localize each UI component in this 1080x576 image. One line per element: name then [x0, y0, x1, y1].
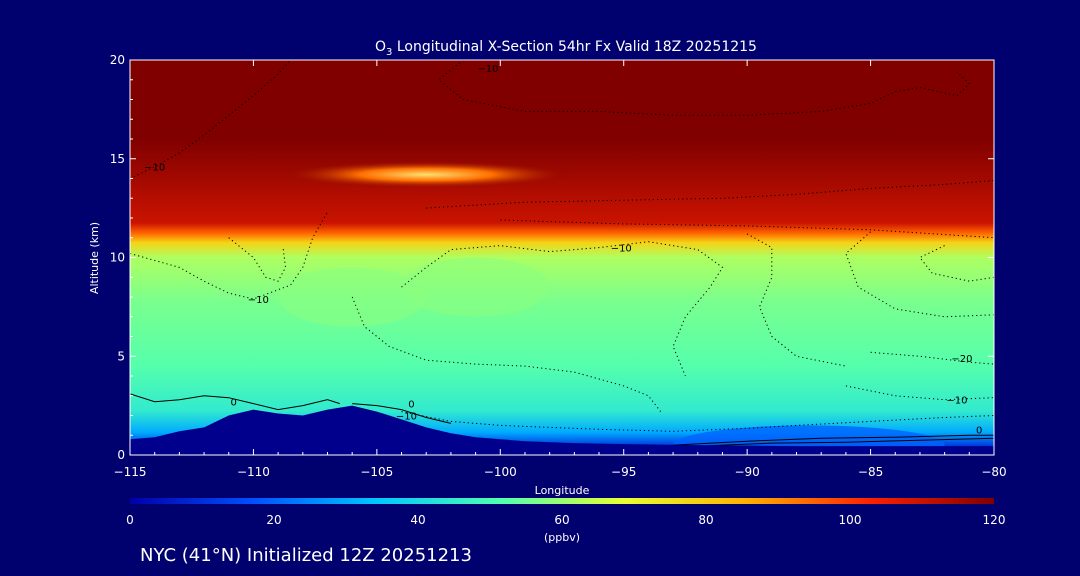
y-axis-ticks: 0 5 10 15 20: [110, 53, 994, 462]
contour-label: −10: [946, 396, 967, 407]
contour-line: [352, 403, 452, 424]
contour-label: −10: [396, 412, 417, 423]
contour-line: [228, 237, 287, 282]
y-tick-label: 10: [110, 251, 125, 265]
contour-line: [351, 296, 662, 412]
contour-label: 0: [976, 425, 982, 436]
colorbar-tick-label: 120: [983, 513, 1006, 527]
x-axis-label: Longitude: [535, 484, 590, 497]
contour-label: 0: [408, 400, 414, 411]
x-tick-label: −85: [858, 465, 883, 479]
plot-area: 0 00−10−10−20−10−10−10−10: [130, 60, 994, 455]
colorbar-ticks: 0 20 40 60 80 100 120: [126, 513, 1005, 527]
x-tick-label: −100: [484, 465, 517, 479]
contour-label: −10: [144, 163, 165, 174]
contour-label: −20: [951, 354, 972, 365]
terrain-silhouette: [130, 405, 994, 455]
colorbar-tick-label: 0: [126, 513, 134, 527]
chart-title: O3 Longitudinal X-Section 54hr Fx Valid …: [375, 39, 757, 58]
contour-line: [500, 219, 994, 239]
x-tick-label: −115: [114, 465, 147, 479]
contour-label: −10: [611, 244, 632, 255]
y-axis-label: Altitude (km): [88, 222, 101, 294]
x-tick-label: −90: [734, 465, 759, 479]
x-tick-label: −80: [981, 465, 1006, 479]
y-tick-label: 15: [110, 152, 125, 166]
colorbar-tick-label: 40: [410, 513, 425, 527]
stratospheric-dip: [278, 160, 575, 189]
contour-label: 0: [230, 398, 236, 409]
x-tick-label: −105: [360, 465, 393, 479]
contour-lines: 0 00−10−10−20−10−10−10−10: [130, 60, 994, 447]
contour-line: [130, 60, 291, 179]
x-axis-ticks: −115 −110 −105 −100 −95 −90 −85 −80: [114, 60, 1007, 479]
contour-line: [130, 393, 340, 411]
colorbar-tick-label: 100: [839, 513, 862, 527]
contour-line: [130, 211, 328, 300]
contour-line: [401, 241, 724, 377]
y-tick-label: 5: [117, 349, 125, 363]
contour-line: [673, 434, 994, 446]
colorbar: [130, 498, 994, 504]
high-ozone-pocket: [401, 257, 550, 317]
contour-line: [697, 437, 994, 447]
colorbar-tick-label: 80: [698, 513, 713, 527]
y-tick-label: 20: [110, 53, 125, 67]
contour-label: −10: [248, 295, 269, 306]
colorbar-tick-label: 20: [266, 513, 281, 527]
location-init-label: NYC (41°N) Initialized 12Z 20251213: [140, 545, 472, 566]
high-ozone-pocket: [278, 267, 427, 327]
colorbar-units-label: (ppbv): [544, 531, 580, 544]
colorbar-tick-label: 60: [554, 513, 569, 527]
contour-label: −10: [477, 64, 498, 75]
x-tick-label: −110: [237, 465, 270, 479]
ozone-background-field: [130, 60, 994, 455]
x-tick-label: −95: [611, 465, 636, 479]
y-tick-label: 0: [117, 448, 125, 462]
